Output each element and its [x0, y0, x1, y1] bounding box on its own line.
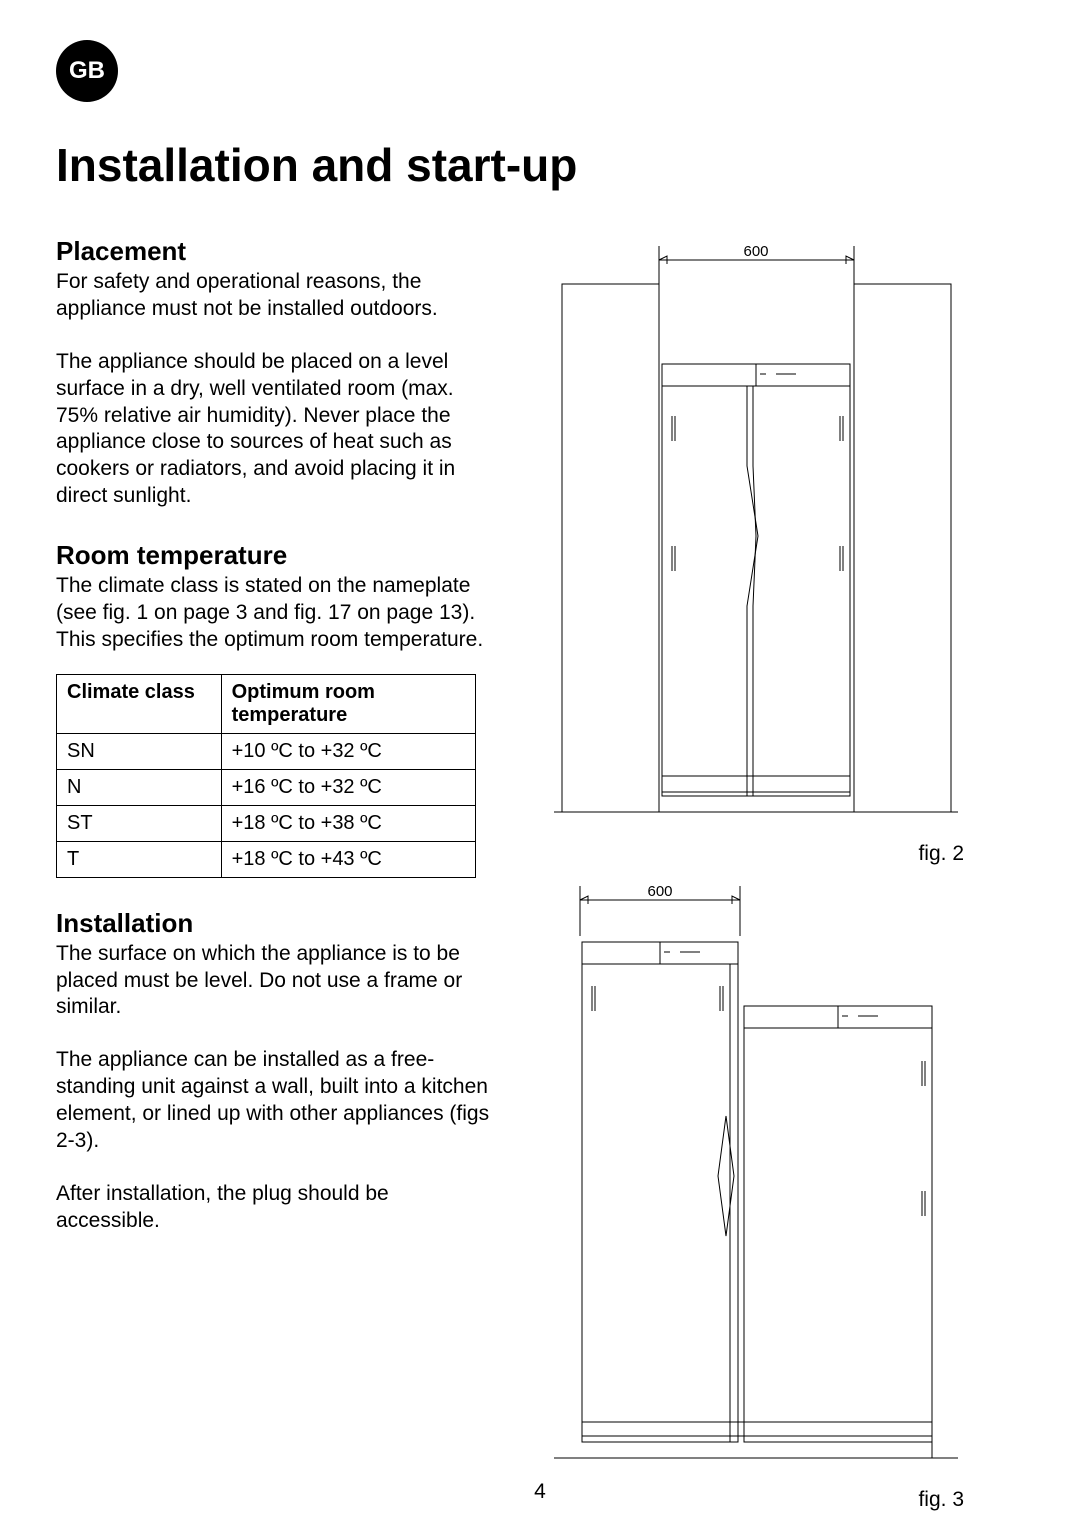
- table-row: ST +18 ºC to +38 ºC: [57, 805, 476, 841]
- td-class: N: [57, 769, 222, 805]
- td-class: T: [57, 841, 222, 877]
- right-column: 600: [544, 236, 974, 1512]
- section-installation: Installation The surface on which the ap…: [56, 908, 496, 1235]
- td-temp: +18 ºC to +38 ºC: [221, 805, 475, 841]
- country-badge: GB: [56, 40, 118, 102]
- room-temp-p1: The climate class is stated on the namep…: [56, 573, 496, 654]
- installation-p2: The appliance can be installed as a free…: [56, 1047, 496, 1155]
- table-row: T +18 ºC to +43 ºC: [57, 841, 476, 877]
- page-title: Installation and start-up: [56, 138, 1024, 192]
- table-row: N +16 ºC to +32 ºC: [57, 769, 476, 805]
- fig2-dim-label: 600: [743, 243, 768, 260]
- figure-2: 600: [544, 236, 974, 866]
- td-temp: +16 ºC to +32 ºC: [221, 769, 475, 805]
- climate-table: Climate class Optimum room temperature S…: [56, 674, 476, 878]
- left-column: Placement For safety and operational rea…: [56, 236, 496, 1512]
- td-temp: +10 ºC to +32 ºC: [221, 733, 475, 769]
- section-placement: Placement For safety and operational rea…: [56, 236, 496, 510]
- td-class: SN: [57, 733, 222, 769]
- installation-p1: The surface on which the appliance is to…: [56, 941, 496, 1022]
- country-badge-text: GB: [69, 57, 105, 85]
- figure-2-svg: 600: [544, 236, 964, 836]
- page-number: 4: [534, 1480, 546, 1504]
- placement-heading: Placement: [56, 236, 496, 267]
- fig3-dim-label: 600: [647, 883, 672, 900]
- placement-p1: For safety and operational reasons, the …: [56, 269, 496, 323]
- placement-p2: The appliance should be placed on a leve…: [56, 349, 496, 510]
- fig2-caption: fig. 2: [544, 842, 974, 866]
- th-climate-class: Climate class: [57, 674, 222, 733]
- content-columns: Placement For safety and operational rea…: [56, 236, 1024, 1512]
- table-row: SN +10 ºC to +32 ºC: [57, 733, 476, 769]
- figure-3-svg: 600: [544, 876, 964, 1482]
- room-temp-heading: Room temperature: [56, 540, 496, 571]
- figure-3: 600: [544, 876, 974, 1512]
- th-optimum-temp: Optimum room temperature: [221, 674, 475, 733]
- td-class: ST: [57, 805, 222, 841]
- section-room-temp: Room temperature The climate class is st…: [56, 540, 496, 878]
- table-header-row: Climate class Optimum room temperature: [57, 674, 476, 733]
- td-temp: +18 ºC to +43 ºC: [221, 841, 475, 877]
- fig3-caption: fig. 3: [544, 1488, 974, 1512]
- installation-heading: Installation: [56, 908, 496, 939]
- installation-p3: After installation, the plug should be a…: [56, 1181, 496, 1235]
